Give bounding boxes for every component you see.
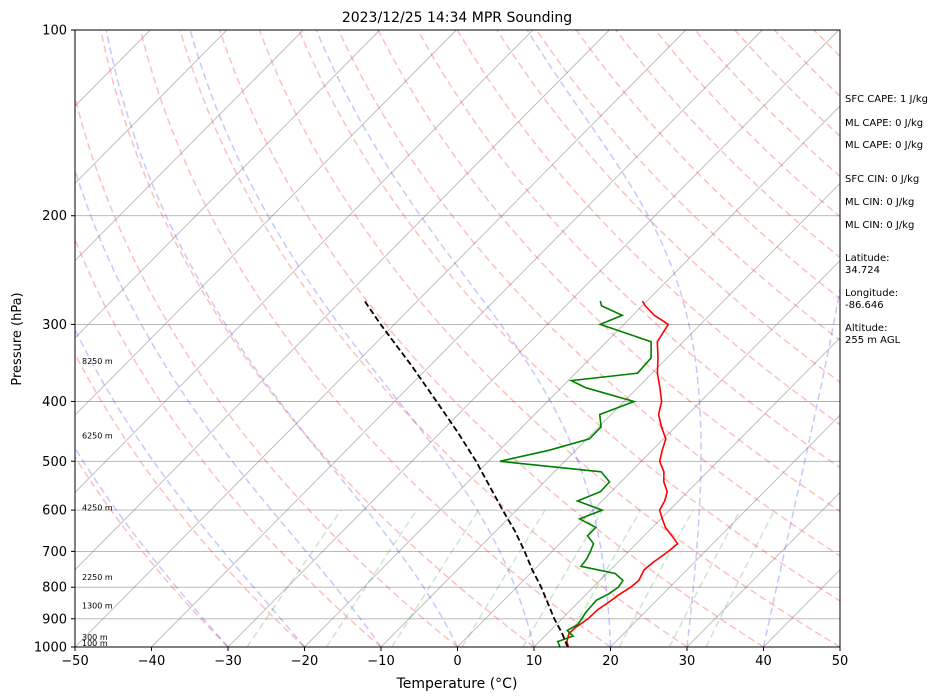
isotherm-line <box>686 491 840 647</box>
height-label: 4250 m <box>82 504 113 513</box>
x-tick-label: −50 <box>61 654 88 669</box>
y-tick-label: 1000 <box>34 641 67 656</box>
dry-adiabat <box>377 30 840 513</box>
x-tick-label: 20 <box>602 654 619 669</box>
chart-title: 2023/12/25 14:34 MPR Sounding <box>342 10 572 26</box>
longitude-value: -86.646 <box>845 300 884 311</box>
isotherm-line <box>151 30 763 647</box>
x-tick-label: −10 <box>367 654 394 669</box>
height-label: 6250 m <box>82 432 113 441</box>
height-label: 2250 m <box>82 573 113 582</box>
y-tick-label: 300 <box>42 318 67 333</box>
moist-adiabat <box>315 30 612 647</box>
x-tick-label: 40 <box>755 654 772 669</box>
index-text: ML CIN: 0 J/kg <box>845 220 914 231</box>
isotherm-line <box>75 30 304 262</box>
height-label: 100 m <box>82 639 108 648</box>
moist-adiabat <box>75 327 306 647</box>
altitude-label: Altitude: <box>845 323 887 334</box>
x-tick-label: 10 <box>526 654 543 669</box>
dry-adiabat <box>75 94 458 647</box>
latitude-label: Latitude: <box>845 253 890 264</box>
mixing-ratio-line <box>391 509 480 647</box>
dry-adiabat <box>99 30 535 647</box>
longitude-label: Longitude: <box>845 288 898 299</box>
dry-adiabat <box>535 30 840 342</box>
mixing-ratio-line <box>618 509 694 647</box>
dewpoint-profile <box>499 300 652 647</box>
y-tick-label: 900 <box>42 612 67 627</box>
isotherm-line <box>610 414 840 647</box>
temperature-profile <box>566 300 679 647</box>
x-tick-label: 50 <box>832 654 849 669</box>
mixing-ratio-line <box>461 509 546 647</box>
dry-adiabat <box>933 30 947 647</box>
y-tick-label: 400 <box>42 395 67 410</box>
moist-adiabat <box>189 30 535 647</box>
latitude-value: 34.724 <box>845 265 880 276</box>
dry-adiabat <box>75 237 382 647</box>
height-label: 300 m <box>82 633 108 642</box>
isotherm-line <box>75 30 228 184</box>
mixing-ratio-line <box>705 509 776 647</box>
side-panel: SFC CAPE: 1 J/kg ML CAPE: 0 J/kg ML CAPE: … <box>845 94 928 346</box>
moist-adiabat <box>105 30 459 647</box>
index-text: SFC CAPE: 1 J/kg <box>845 94 928 105</box>
y-tick-label: 600 <box>42 504 67 519</box>
mixing-ratio-line <box>668 509 741 647</box>
mixing-ratio-line <box>246 509 342 647</box>
x-tick-label: −20 <box>291 654 318 669</box>
isotherm-line <box>227 30 840 647</box>
isotherm-line <box>75 30 610 571</box>
isotherm-line <box>75 30 457 416</box>
isotherm-line <box>533 337 840 647</box>
index-text: ML CAPE: 0 J/kg <box>845 118 923 129</box>
x-tick-label: 0 <box>453 654 461 669</box>
mixing-ratio-line <box>325 509 418 647</box>
x-tick-label: −40 <box>138 654 165 669</box>
y-axis: 100 200 300 400 500 600 700 800 900 1000 <box>34 24 75 656</box>
mixing-ratio-line <box>562 509 642 647</box>
y-tick-label: 100 <box>42 24 67 39</box>
height-label: 8250 m <box>82 357 113 366</box>
isotherm-line <box>304 105 840 647</box>
isotherm-line <box>75 30 687 647</box>
dry-adiabat <box>575 30 840 300</box>
dry-adiabat <box>139 30 611 647</box>
x-tick-label: −30 <box>214 654 241 669</box>
x-axis: −50 −40 −30 −20 −10 0 10 20 30 40 50 <box>61 647 848 669</box>
y-tick-label: 200 <box>42 209 67 224</box>
dry-adiabat <box>179 30 688 647</box>
dry-adiabat <box>258 30 840 647</box>
dry-adiabat <box>337 30 840 557</box>
index-text: SFC CIN: 0 J/kg <box>845 174 919 185</box>
mixing-ratio-line <box>522 509 604 647</box>
index-text: ML CIN: 0 J/kg <box>845 197 914 208</box>
moist-adiabat <box>762 285 840 647</box>
y-tick-label: 800 <box>42 581 67 596</box>
altitude-value: 255 m AGL <box>845 335 901 346</box>
dry-adiabat <box>75 455 229 647</box>
x-tick-label: 30 <box>679 654 696 669</box>
moist-adiabat <box>75 167 382 647</box>
index-text: ML CAPE: 0 J/kg <box>845 140 923 151</box>
moist-adiabat <box>75 446 229 647</box>
profiles <box>363 300 679 647</box>
moist-adiabat <box>526 30 702 647</box>
height-label: 1300 m <box>82 602 113 611</box>
background-lines <box>75 30 947 647</box>
y-tick-label: 500 <box>42 455 67 470</box>
y-tick-label: 700 <box>42 545 67 560</box>
dry-adiabat <box>218 30 764 647</box>
y-axis-label: Pressure (hPa) <box>10 292 25 385</box>
isotherm-line <box>457 259 840 647</box>
x-axis-label: Temperature (°C) <box>396 676 518 692</box>
isotherm-line <box>380 182 840 647</box>
dry-adiabat <box>298 30 840 602</box>
isotherm-line <box>75 30 381 339</box>
parcel-profile <box>363 300 569 647</box>
isotherm-line <box>75 30 534 494</box>
